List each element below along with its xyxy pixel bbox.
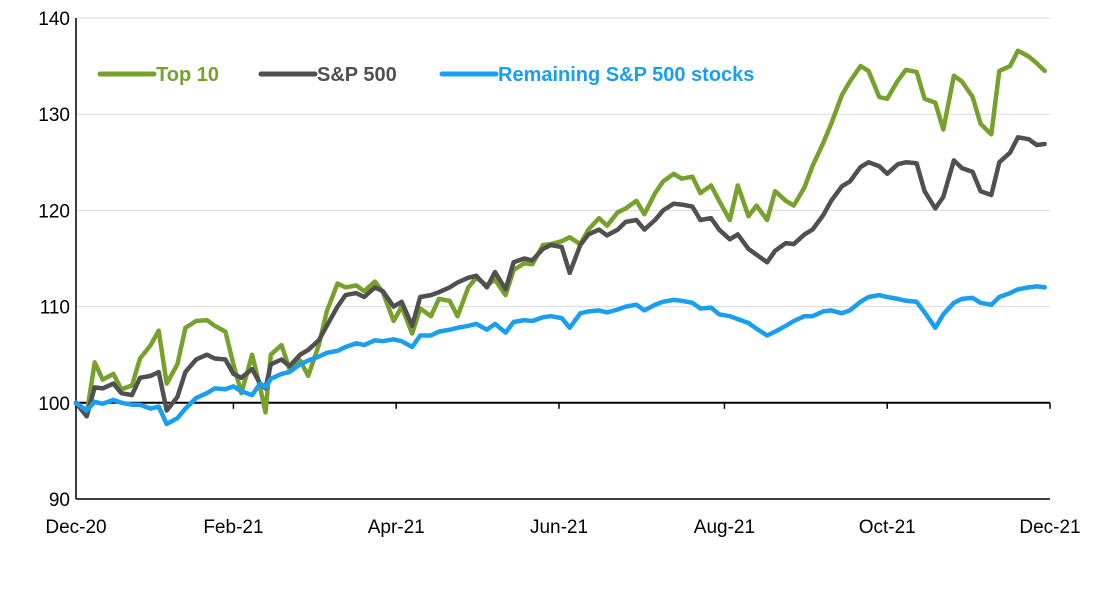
series-lines	[73, 48, 1047, 427]
axes: 90 100 110 120 130 140 Dec-20 Feb-21 Apr-21 Jun-2…	[38, 9, 1080, 538]
y-tick-label: 100	[38, 394, 70, 415]
gridlines	[76, 17, 1050, 308]
y-tick-label: 110	[40, 298, 70, 319]
legend-item: Remaining S&P 500 stocks	[439, 64, 754, 86]
legend-label: Remaining S&P 500 stocks	[498, 64, 754, 86]
x-tick-label: Aug-21	[694, 517, 755, 538]
legend: Top 10 S&P 500 Remaining S&P 500 stocks	[97, 64, 754, 86]
x-tick-label: Dec-21	[1019, 517, 1080, 538]
y-tick-label: 130	[38, 105, 70, 126]
x-tick-label: Oct-21	[859, 517, 916, 538]
y-tick-label: 120	[38, 201, 70, 222]
series-line-2	[73, 284, 1047, 427]
x-tick-label: Jun-21	[530, 517, 588, 538]
legend-item: Top 10	[97, 64, 219, 86]
y-tick-label: 140	[38, 9, 70, 30]
legend-item: S&P 500	[258, 64, 397, 86]
x-tick-label: Dec-20	[45, 517, 106, 538]
series-line-0	[73, 48, 1047, 417]
y-tick-label: 90	[49, 490, 70, 511]
x-tick-label: Apr-21	[368, 517, 425, 538]
legend-label: S&P 500	[317, 64, 397, 86]
legend-label: Top 10	[156, 64, 219, 86]
x-tick-label: Feb-21	[203, 517, 263, 538]
series-line-1	[73, 135, 1047, 419]
